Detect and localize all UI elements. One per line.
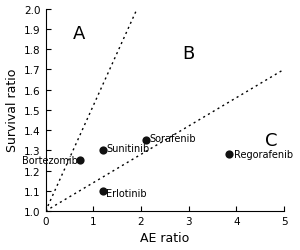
Point — [77, 159, 82, 163]
Point — [100, 149, 105, 153]
Text: B: B — [183, 45, 195, 63]
Text: Sunitinib: Sunitinib — [106, 144, 149, 154]
Point — [227, 153, 232, 157]
Text: Erlotinib: Erlotinib — [106, 188, 147, 198]
Point — [143, 138, 148, 142]
Text: C: C — [265, 132, 277, 150]
Text: Regorafenib: Regorafenib — [234, 150, 293, 160]
Text: Sorafenib: Sorafenib — [150, 134, 196, 143]
Text: Bortezomib: Bortezomib — [22, 156, 78, 166]
Y-axis label: Survival ratio: Survival ratio — [6, 69, 19, 152]
X-axis label: AE ratio: AE ratio — [140, 232, 190, 244]
Text: A: A — [73, 25, 85, 43]
Point — [100, 189, 105, 193]
